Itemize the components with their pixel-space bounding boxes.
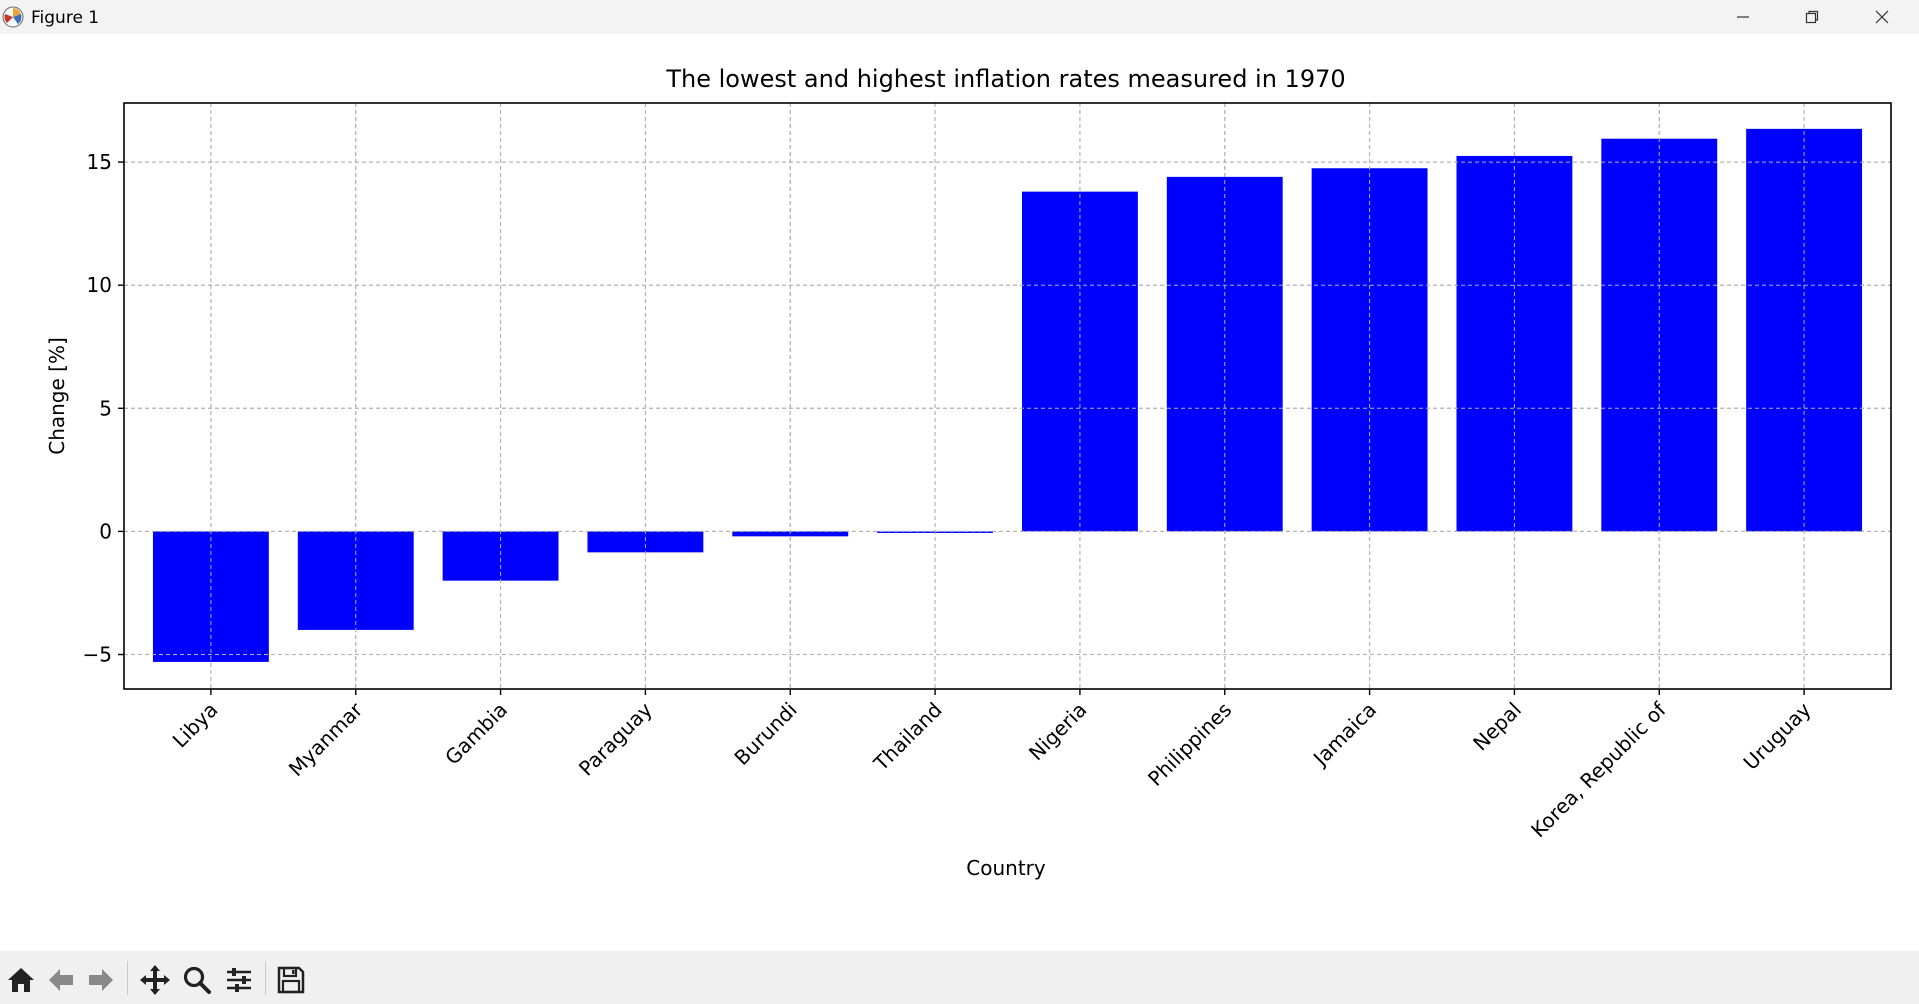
zoom-icon xyxy=(183,966,211,994)
forward-arrow-icon xyxy=(89,969,113,991)
window-title: Figure 1 xyxy=(31,8,100,28)
y-axis-ticks: −5 0 5 10 15 xyxy=(83,150,124,667)
toolbar-separator xyxy=(127,961,128,995)
zoom-button[interactable] xyxy=(180,963,214,997)
configure-subplots-button[interactable] xyxy=(222,963,256,997)
x-tick-label: Nepal xyxy=(1468,698,1526,756)
figure-canvas[interactable]: The lowest and highest inflation rates m… xyxy=(0,34,1919,951)
y-axis-label: Change [%] xyxy=(45,337,69,455)
matplotlib-logo-icon xyxy=(2,6,24,28)
close-icon xyxy=(1875,10,1889,24)
restore-button[interactable] xyxy=(1778,0,1846,34)
home-icon xyxy=(8,968,34,992)
navigation-toolbar xyxy=(0,951,1919,1004)
x-tick-label: Philippines xyxy=(1143,698,1236,791)
grid-lines-overlay xyxy=(124,103,1891,689)
back-arrow-icon xyxy=(49,969,73,991)
chart-title: The lowest and highest inflation rates m… xyxy=(665,65,1345,93)
y-tick-label: −5 xyxy=(83,643,112,667)
x-tick-label: Jamaica xyxy=(1307,698,1381,772)
home-button[interactable] xyxy=(4,963,38,997)
configure-subplots-icon xyxy=(227,968,251,992)
x-tick-label: Korea, Republic of xyxy=(1526,697,1671,842)
axes-frame xyxy=(123,102,1892,690)
x-tick-label: Myanmar xyxy=(284,697,368,781)
restore-icon xyxy=(1805,10,1819,24)
x-tick-label: Gambia xyxy=(440,698,512,770)
y-tick-label: 5 xyxy=(99,396,112,420)
close-button[interactable] xyxy=(1848,0,1916,34)
toolbar-separator xyxy=(265,961,266,995)
y-tick-label: 10 xyxy=(87,273,112,297)
bar-philippines xyxy=(1166,176,1283,532)
y-tick-label: 0 xyxy=(99,519,112,543)
x-tick-label: Burundi xyxy=(729,698,801,770)
x-axis-label: Country xyxy=(966,856,1046,880)
bar-chart: The lowest and highest inflation rates m… xyxy=(45,65,1892,880)
minimize-button[interactable] xyxy=(1709,0,1777,34)
save-icon xyxy=(277,966,305,994)
x-axis-ticks: Libya Myanmar Gambia Paraguay Burundi Thailan… xyxy=(168,689,1816,842)
x-tick-label: Nigeria xyxy=(1024,698,1092,766)
x-tick-label: Libya xyxy=(168,698,223,753)
back-button[interactable] xyxy=(44,963,78,997)
x-tick-label: Thailand xyxy=(868,698,946,776)
pan-button[interactable] xyxy=(138,963,172,997)
minimize-icon xyxy=(1737,16,1749,18)
save-button[interactable] xyxy=(274,963,308,997)
bars xyxy=(124,103,1891,689)
window-titlebar: Figure 1 xyxy=(0,0,1919,34)
x-tick-label: Paraguay xyxy=(574,697,657,780)
pan-icon xyxy=(140,965,170,995)
forward-button[interactable] xyxy=(84,963,118,997)
x-tick-label: Uruguay xyxy=(1739,697,1816,774)
bar-nigeria xyxy=(1021,191,1138,532)
bar-paraguay xyxy=(587,531,704,553)
y-tick-label: 15 xyxy=(87,150,112,174)
